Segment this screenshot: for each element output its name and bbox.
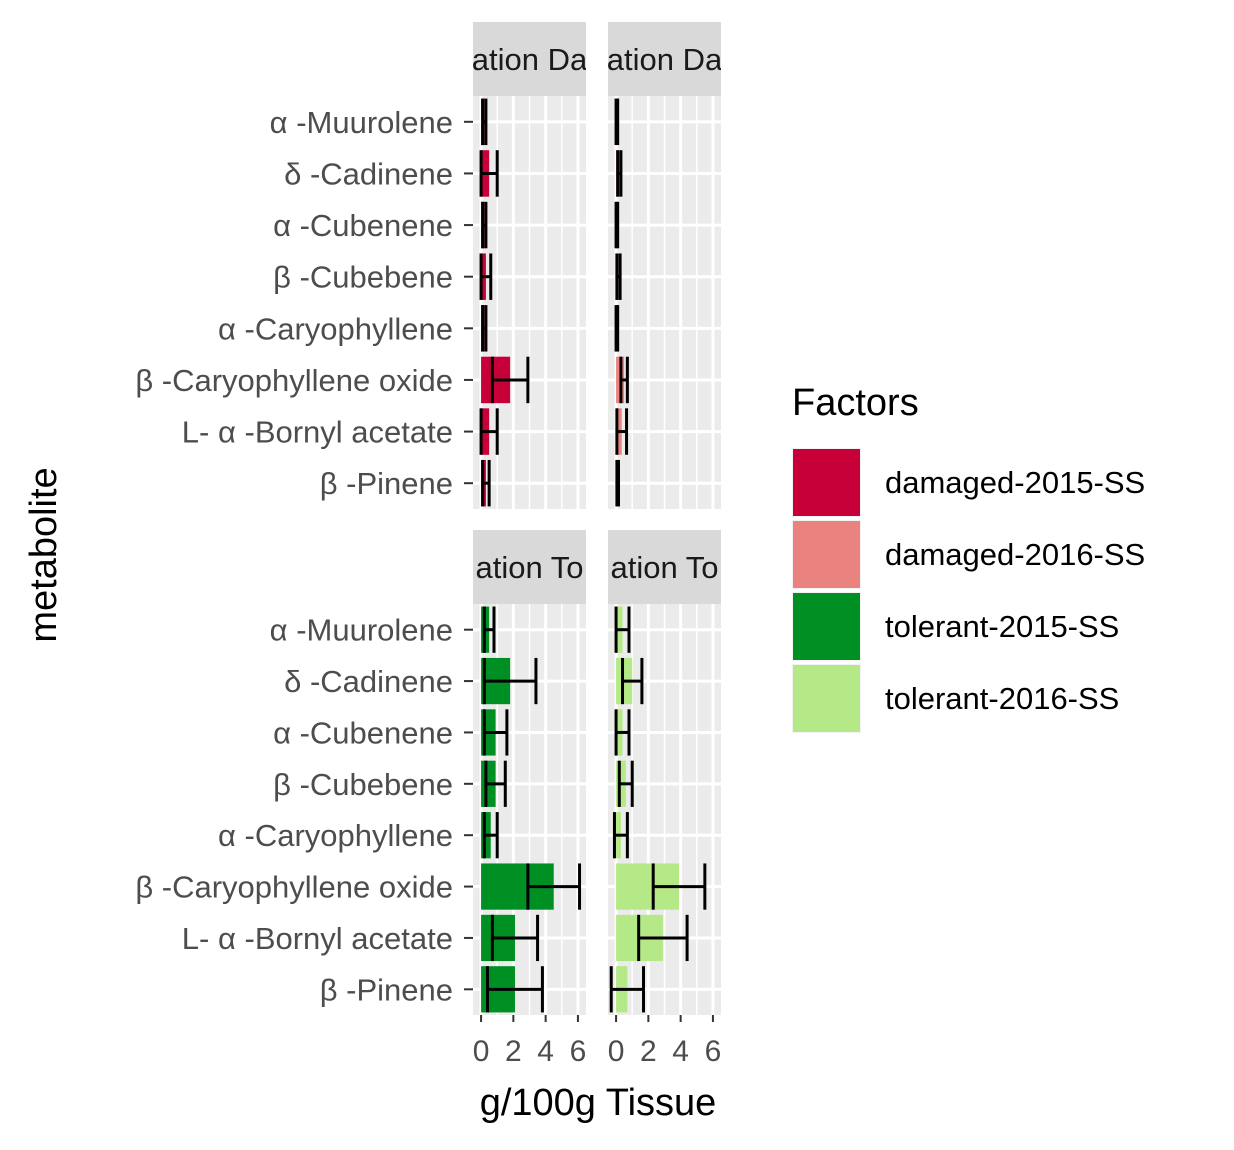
y-tick-label: α -Caryophyllene <box>218 818 453 853</box>
legend-swatch <box>793 521 860 588</box>
legend: Factors damaged-2015-SS damaged-2016-SS to… <box>792 382 1145 733</box>
legend-swatch <box>793 665 860 732</box>
x-tick-label: 2 <box>640 1035 657 1068</box>
error-bar <box>616 150 623 197</box>
facet-strip <box>473 22 586 96</box>
y-tick-label: β -Caryophyllene oxide <box>135 870 453 905</box>
legend-swatch <box>793 593 860 660</box>
facet-strip-label: ation To <box>610 550 718 585</box>
facet-strip-label: ation Da <box>607 42 723 77</box>
error-bar <box>614 709 631 756</box>
error-bar <box>482 709 509 756</box>
y-tick-label: α -Cubenene <box>273 715 453 750</box>
legend-swatch <box>793 449 860 516</box>
x-tick-label: 2 <box>505 1035 522 1068</box>
facet-strip-label: ation Da <box>472 42 588 77</box>
y-tick-label: L- α -Bornyl acetate <box>182 921 453 956</box>
error-bar <box>479 253 493 300</box>
error-bar <box>481 201 488 249</box>
y-tick-label: α -Caryophyllene <box>218 311 453 346</box>
x-axis-title: g/100g Tissue <box>480 1082 717 1124</box>
panel-4: ation To <box>599 530 721 1015</box>
error-bar <box>614 606 631 653</box>
panel-3: ation To <box>464 530 586 1015</box>
error-bar <box>481 98 488 146</box>
error-bar <box>482 812 499 859</box>
error-bar <box>481 459 491 507</box>
error-bar <box>479 150 499 197</box>
panel-1: ation Da <box>464 22 588 509</box>
error-bar <box>637 914 689 962</box>
error-bar <box>486 966 544 1013</box>
y-tick-label: β -Cubebene <box>273 260 453 295</box>
error-bar <box>619 356 629 404</box>
x-tick-label: 0 <box>473 1035 490 1068</box>
y-tick-label: α -Cubenene <box>273 208 453 243</box>
x-tick-label: 6 <box>570 1035 587 1068</box>
error-bar <box>490 914 540 962</box>
facet-strip-label: ation To <box>475 550 583 585</box>
error-bar <box>479 408 499 455</box>
x-tick-label: 0 <box>608 1035 625 1068</box>
legend-entry: tolerant-2016-SS <box>792 664 1119 733</box>
facet-strip <box>473 530 586 604</box>
error-bar <box>490 356 530 404</box>
facet-strip <box>608 530 721 604</box>
y-axis-title: metabolite <box>23 467 65 642</box>
legend-entry: tolerant-2015-SS <box>792 592 1119 661</box>
error-bar <box>617 760 634 807</box>
legend-title: Factors <box>792 382 919 424</box>
facet-strip <box>608 22 721 96</box>
legend-entry: damaged-2016-SS <box>792 520 1145 589</box>
y-tick-label: β -Pinene <box>320 466 453 501</box>
error-bar <box>482 606 496 653</box>
legend-label: damaged-2015-SS <box>885 465 1145 500</box>
y-tick-label: L- α -Bornyl acetate <box>182 415 453 450</box>
error-bar <box>482 657 538 705</box>
error-bar <box>526 863 582 910</box>
error-bar <box>481 305 488 352</box>
legend-label: tolerant-2016-SS <box>885 681 1119 716</box>
x-tick-label: 4 <box>672 1035 689 1068</box>
y-axis-labels: α -Muurolene δ -Cadinene α -Cubenene β -Cub… <box>135 105 473 1007</box>
error-bar <box>484 760 507 807</box>
error-bar <box>614 305 620 352</box>
error-bar <box>609 966 646 1013</box>
error-bar <box>615 408 629 455</box>
y-tick-label: β -Cubebene <box>273 767 453 802</box>
legend-label: damaged-2016-SS <box>885 537 1145 572</box>
y-tick-label: α -Muurolene <box>270 613 453 648</box>
y-tick-label: α -Muurolene <box>270 105 453 140</box>
error-bar <box>614 201 620 249</box>
error-bar <box>621 657 644 705</box>
y-tick-label: β -Pinene <box>320 972 453 1007</box>
error-bar <box>612 812 629 859</box>
x-tick-label: 6 <box>705 1035 722 1068</box>
legend-entry: damaged-2015-SS <box>792 448 1145 517</box>
error-bar <box>615 253 622 300</box>
x-tick-label: 4 <box>537 1035 554 1068</box>
error-bar <box>614 98 620 146</box>
error-bar <box>651 863 707 910</box>
y-tick-label: δ -Cadinene <box>284 156 453 191</box>
legend-label: tolerant-2015-SS <box>885 609 1119 644</box>
y-tick-label: β -Caryophyllene oxide <box>135 363 453 398</box>
error-bar <box>615 459 620 507</box>
panel-2: ation Da <box>599 22 723 509</box>
chart-panels: ation Da ation Da ation To ation To <box>464 22 723 1015</box>
y-tick-label: δ -Cadinene <box>284 664 453 699</box>
